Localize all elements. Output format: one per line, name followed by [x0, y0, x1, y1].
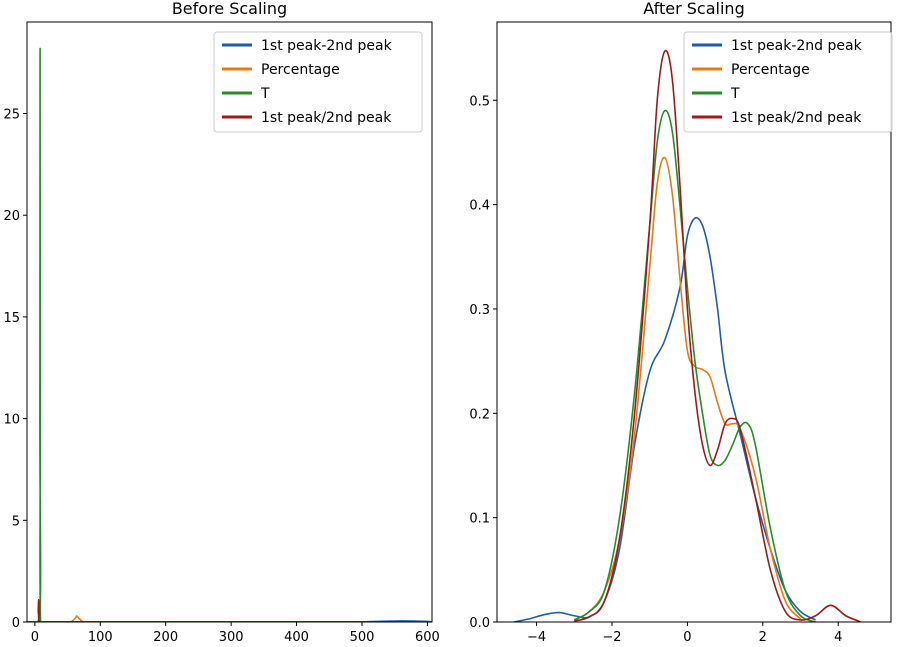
legend-item-percentage: Percentage — [222, 62, 340, 78]
x-tick-label: 100 — [88, 630, 113, 645]
legend-item-1st-peak-2nd-peak: 1st peak/2nd peak — [692, 110, 862, 126]
before-scaling-panel: Before Scaling 0 100 200 300 400 500 600 0 5 10 15 2… — [3, 0, 439, 645]
y-tick-label: 0.5 — [469, 94, 490, 109]
legend-label: T — [260, 86, 270, 102]
legend-box — [683, 31, 893, 133]
y-tick-label: 0.4 — [469, 199, 490, 214]
legend-box — [213, 31, 423, 133]
legend-item-t: T — [692, 86, 740, 102]
series-line-1st-peak-2nd-peak — [513, 216, 816, 622]
y-tick-label: 0.1 — [469, 512, 490, 527]
y-tick-label: 0 — [12, 616, 20, 631]
legend-item-t: T — [222, 86, 270, 102]
legend-item-1st-peak-2nd-peak: 1st peak-2nd peak — [222, 38, 393, 54]
series-line-t — [573, 109, 816, 622]
x-tick-label: −2 — [602, 630, 621, 645]
x-tick-label: 2 — [759, 630, 767, 645]
y-tick-label: 25 — [3, 108, 20, 123]
series-line-1st-peak-2nd-peak — [574, 49, 862, 622]
x-tick-label: 4 — [834, 630, 842, 645]
x-tick-label: −4 — [527, 630, 546, 645]
chart-title: Before Scaling — [172, 0, 287, 18]
y-tick-label: 0.3 — [469, 303, 490, 318]
legend-item-percentage: Percentage — [692, 62, 810, 78]
legend-label: T — [730, 86, 740, 102]
y-tick-label: 0.0 — [469, 616, 490, 631]
legend-item-1st-peak-2nd-peak: 1st peak/2nd peak — [222, 110, 392, 126]
x-tick-label: 600 — [415, 630, 440, 645]
x-tick-label: 200 — [153, 630, 178, 645]
legend-item-1st-peak-2nd-peak: 1st peak-2nd peak — [692, 38, 863, 54]
legend-label: Percentage — [261, 62, 340, 78]
x-tick-label: 300 — [219, 630, 244, 645]
legend-label: 1st peak-2nd peak — [731, 38, 863, 54]
y-tick-label: 5 — [12, 514, 20, 529]
y-tick-label: 0.2 — [469, 407, 490, 422]
x-tick-label: 500 — [350, 630, 375, 645]
chart-title: After Scaling — [643, 0, 744, 18]
series-lines — [27, 47, 432, 622]
x-tick-label: 0 — [31, 630, 39, 645]
axes-frame — [496, 21, 892, 623]
after-scaling-panel: After Scaling −4 −2 0 2 4 0.0 0.1 0.2 0.3 0.4 0.5 1s… — [469, 0, 893, 645]
x-tick-label: 0 — [683, 630, 691, 645]
series-lines — [513, 49, 862, 622]
series-line-t — [27, 47, 432, 622]
legend-label: Percentage — [731, 62, 810, 78]
axes-frame — [26, 21, 433, 623]
legend: 1st peak-2nd peak Percentage T 1st peak/2nd… — [683, 31, 893, 133]
legend: 1st peak-2nd peak Percentage T 1st peak/2nd… — [213, 31, 423, 133]
y-tick-label: 15 — [3, 311, 20, 326]
legend-label: 1st peak-2nd peak — [261, 38, 393, 54]
x-tick-label: 400 — [284, 630, 309, 645]
legend-label: 1st peak/2nd peak — [731, 110, 862, 126]
series-line-percentage — [573, 156, 802, 621]
legend-label: 1st peak/2nd peak — [261, 110, 392, 126]
y-tick-label: 10 — [3, 413, 20, 428]
y-tick-label: 20 — [3, 209, 20, 224]
